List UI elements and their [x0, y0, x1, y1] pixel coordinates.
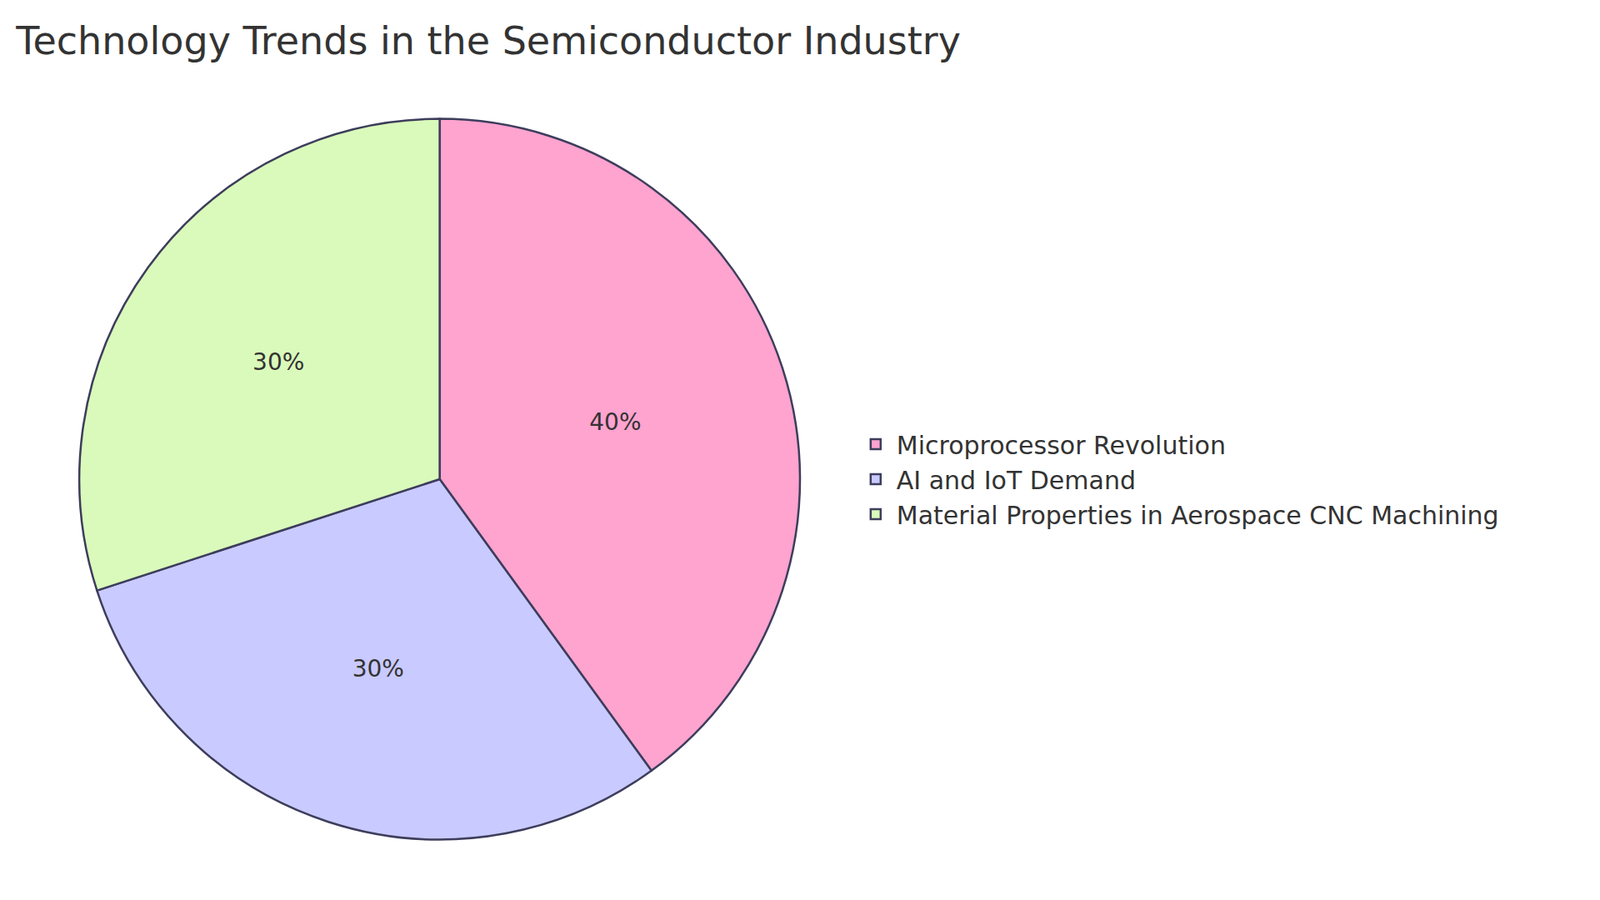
svg-text:30%: 30%	[352, 655, 405, 683]
svg-text:Technology Trends in the Semic: Technology Trends in the Semiconductor I…	[15, 18, 961, 64]
svg-text:Material Properties in Aerospa: Material Properties in Aerospace CNC Mac…	[896, 500, 1500, 530]
svg-text:Microprocessor Revolution: Microprocessor Revolution	[896, 430, 1226, 460]
svg-text:30%: 30%	[252, 348, 305, 376]
svg-text:40%: 40%	[589, 408, 641, 436]
svg-text:AI and IoT Demand: AI and IoT Demand	[896, 465, 1136, 495]
